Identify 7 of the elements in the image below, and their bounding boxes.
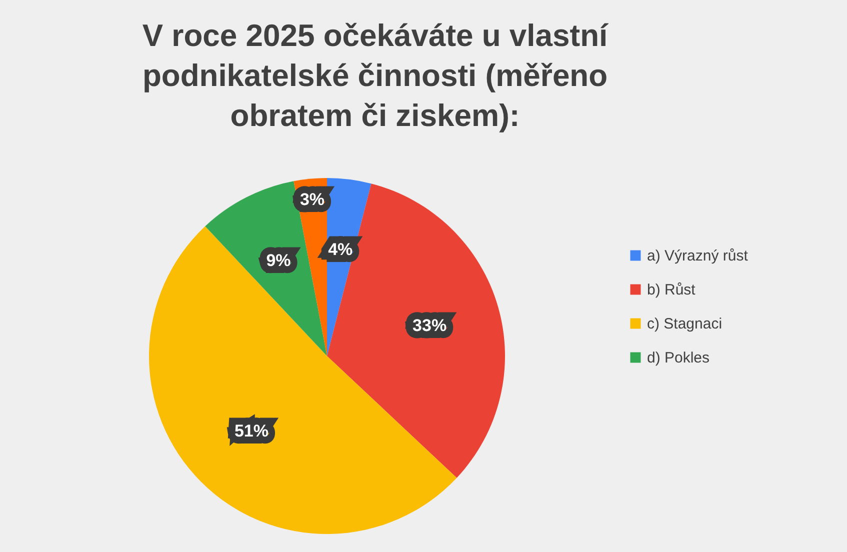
legend-label: b) Růst — [647, 282, 696, 298]
chart-title: V roce 2025 očekáváte u vlastní podnikatelské činnosti (měřeno obratem či ziskem): — [142, 18, 610, 133]
pie-slice — [327, 184, 505, 478]
pie-slice — [149, 226, 457, 534]
legend-label: c) Stagnaci — [647, 316, 722, 332]
legend-label: a) Výrazný růst — [647, 248, 749, 264]
legend-label: d) Pokles — [647, 350, 710, 366]
